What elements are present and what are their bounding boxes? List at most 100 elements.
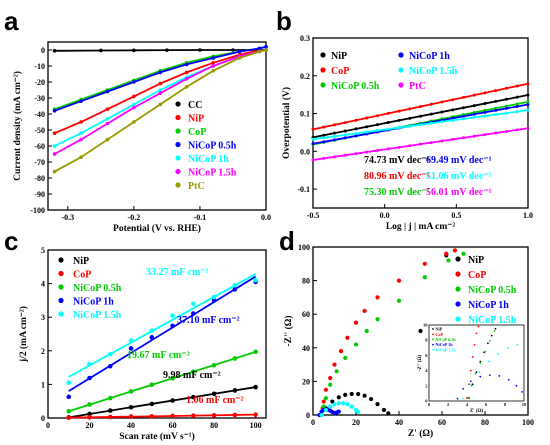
panel-b-x-tick-label: 0.0 <box>380 211 390 220</box>
panel-a-data-point <box>105 121 110 126</box>
panel-d-data-point <box>375 317 380 322</box>
panel-a-data-point <box>264 48 268 52</box>
panel-a-data-point <box>198 48 202 52</box>
panel-a-legend-marker <box>175 128 181 134</box>
panel-b-data-point <box>322 136 326 140</box>
panel-c-data-point <box>232 287 238 292</box>
panel-d-inset-legend-marker <box>432 333 434 336</box>
panel-b-data-point <box>376 129 379 133</box>
panel-d-x-tick-label: 60 <box>438 418 446 427</box>
panel-d-data-point <box>336 409 341 414</box>
panel-b-data-point <box>397 126 401 130</box>
panel-d-data-point <box>446 258 451 263</box>
panel-c-x-tick-label: 60 <box>169 421 177 430</box>
panel-b-legend-marker <box>398 67 404 73</box>
panel-b-data-point <box>483 133 487 137</box>
panel-a-legend-marker <box>175 141 181 148</box>
panel-b-data-point <box>494 113 498 117</box>
panel-c-data-point <box>253 412 258 417</box>
panel-b-y-tick-label: 0.3 <box>300 34 310 43</box>
panel-b-data-point <box>505 104 508 108</box>
panel-a-legend-marker <box>175 182 181 188</box>
panel-d-data-point <box>375 401 380 407</box>
panel-c-data-point <box>232 282 238 288</box>
panel-d-inset-data-point <box>497 352 500 355</box>
panel-d-data-point <box>334 369 339 374</box>
panel-d-inset-x-tick-label: 10 <box>522 402 527 407</box>
panel-d-inset-data-point <box>470 384 473 387</box>
panel-a-data-point <box>52 169 57 174</box>
panel-d-data-point <box>375 295 380 300</box>
panel-d-y-tick-label: 80 <box>302 277 310 286</box>
panel-a-data-point <box>132 94 136 99</box>
panel-b-plot-frame <box>312 37 529 209</box>
panel-c-data-point <box>107 363 113 369</box>
panel-a-legend-label: PtC <box>188 181 205 192</box>
panel-b-data-point <box>483 102 487 106</box>
panel-d-data-point <box>461 251 466 256</box>
panel-b-data-point <box>429 112 433 116</box>
panel-b-legend-marker <box>398 52 404 58</box>
panel-b-data-point <box>472 104 476 108</box>
panel-a-data-point <box>158 102 163 107</box>
panel-d-data-point <box>396 278 402 283</box>
panel-c-data-point <box>170 323 175 329</box>
panel-a-data-point <box>184 85 189 89</box>
panel-b-legend-label: NiCoP 1.5h <box>409 66 458 77</box>
panel-b-data-point <box>419 114 422 118</box>
panel-d-inset-y-tick-label: 0 <box>425 399 428 404</box>
panel-d-inset-x-tick-label: 6 <box>485 402 488 407</box>
panel-c-capacitance-label: 33.27 mF cm⁻² <box>146 267 209 278</box>
panel-c-data-point <box>211 391 217 397</box>
panel-a-x-axis-label: Potential (V vs. RHE) <box>113 223 201 234</box>
panel-d-data-point <box>349 404 354 409</box>
panel-b-data-point <box>462 95 465 99</box>
panel-d-inset-legend-label: CoP <box>436 332 444 337</box>
panel-a-data-point <box>99 48 103 53</box>
panel-a-legend-label: NiCoP 1h <box>188 154 229 165</box>
panel-b-data-point <box>462 114 465 118</box>
panel-b-data-point <box>526 126 530 130</box>
panel-c-data-point <box>87 361 92 367</box>
panel-c-data-point <box>211 413 217 418</box>
panel-b-data-point <box>526 93 530 97</box>
panel-d-data-point <box>328 382 333 387</box>
panel-b-legend-label: PtC <box>409 81 426 92</box>
panel-c-data-point <box>66 394 72 400</box>
panel-b-data-point <box>343 153 347 157</box>
panel-d-inset-legend-marker <box>432 328 434 330</box>
panel-b: -0.5 0.0 0.5 1.0 -0.1 0.0 0.1 0.2 0.3 Log | j | m… <box>281 34 533 232</box>
panel-c-legend-marker <box>58 257 64 263</box>
panel-a-series-line <box>54 49 267 135</box>
panel-b-data-point <box>419 142 422 146</box>
panel-a-data-point <box>237 56 242 60</box>
panel-a-legend-label: NiCoP 1.5h <box>188 168 237 179</box>
panel-c-data-point <box>232 412 238 418</box>
panel-d-data-point <box>422 261 427 266</box>
panel-b-data-point <box>462 106 465 110</box>
panel-b-y-tick-label: 0.2 <box>300 72 310 81</box>
panel-d-data-point <box>362 393 367 398</box>
panel-b-data-point <box>515 95 519 99</box>
panel-b-data-point <box>472 115 476 119</box>
panel-b-data-point <box>354 127 358 131</box>
panel-c-legend-label: NiCoP 1.5h <box>73 310 122 321</box>
panel-b-data-point <box>397 145 401 149</box>
panel-b-legend-label: NiCoP 1h <box>409 51 450 62</box>
panel-b-data-point <box>365 116 369 120</box>
panel-b-data-point <box>451 98 455 102</box>
panel-a-data-point <box>79 131 83 135</box>
panel-c-data-point <box>66 415 72 420</box>
panel-b-data-point <box>333 155 336 159</box>
panel-c-data-point <box>191 413 196 418</box>
panel-b-data-point <box>494 131 498 135</box>
panel-c-data-point <box>191 311 196 316</box>
panel-d-inset-legend-label: NiCoP 0.5h <box>436 337 457 342</box>
panel-a-y-tick-label: -70 <box>34 158 45 167</box>
panel-c-y-tick-label: 3 <box>41 313 45 322</box>
panel-b-tafel-slope-label: 75.30 mV dec⁻¹ <box>364 187 430 198</box>
panel-a-y-tick-label: -10 <box>34 62 45 71</box>
panel-c-data-point <box>191 394 196 400</box>
